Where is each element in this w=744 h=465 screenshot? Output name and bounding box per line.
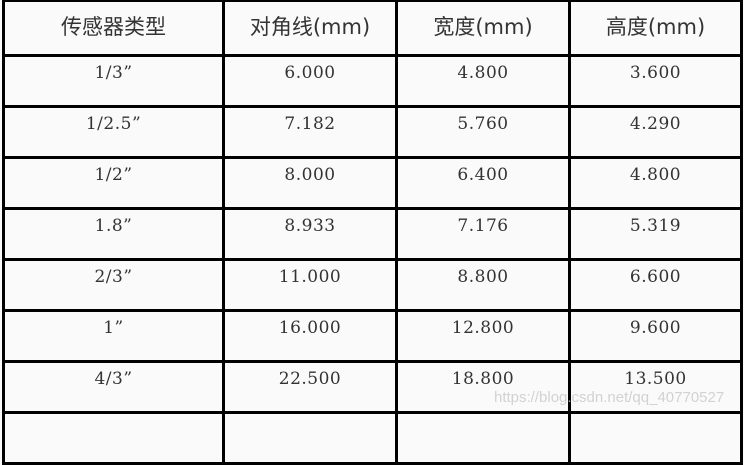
- table-cell: 8.933: [222, 207, 398, 261]
- header-row: 传感器类型 对角线(mm) 宽度(mm) 高度(mm): [2, 0, 743, 57]
- table-row: 1” 16.000 12.800 9.600: [2, 309, 743, 363]
- table-cell: 8.800: [395, 258, 571, 312]
- table-cell: 4.800: [395, 54, 571, 108]
- table-cell: [568, 411, 743, 465]
- table-row: 1/2” 8.000 6.400 4.800: [2, 156, 743, 210]
- table-row: 4/3” 22.500 18.800 13.500: [2, 360, 743, 414]
- table-cell: 1/2.5”: [2, 105, 225, 159]
- table-row: [2, 411, 743, 465]
- table-cell: 11.000: [222, 258, 398, 312]
- table-row: 1/3” 6.000 4.800 3.600: [2, 54, 743, 108]
- table-cell: 6.000: [222, 54, 398, 108]
- table-cell: [2, 411, 225, 465]
- table-cell: 9.600: [568, 309, 743, 363]
- table-cell: 18.800: [395, 360, 571, 414]
- table-cell: 8.000: [222, 156, 398, 210]
- table-cell: 7.182: [222, 105, 398, 159]
- column-header: 对角线(mm): [222, 0, 398, 57]
- table-cell: 4.290: [568, 105, 743, 159]
- table-row: 1.8” 8.933 7.176 5.319: [2, 207, 743, 261]
- watermark: https://blog.csdn.net/qq_40770527: [494, 389, 725, 406]
- table-cell: [222, 411, 398, 465]
- column-header: 传感器类型: [2, 0, 225, 57]
- column-header: 高度(mm): [568, 0, 743, 57]
- table-cell: 1.8”: [2, 207, 225, 261]
- table-cell: 12.800: [395, 309, 571, 363]
- table-cell: 13.500: [568, 360, 743, 414]
- table-row: 1/2.5” 7.182 5.760 4.290: [2, 105, 743, 159]
- table-cell: 1”: [2, 309, 225, 363]
- table-cell: 22.500: [222, 360, 398, 414]
- table-cell: 6.600: [568, 258, 743, 312]
- table-cell: 2/3”: [2, 258, 225, 312]
- column-header: 宽度(mm): [395, 0, 571, 57]
- table-cell: 5.319: [568, 207, 743, 261]
- table-cell: 1/2”: [2, 156, 225, 210]
- table-cell: 4/3”: [2, 360, 225, 414]
- table-cell: 16.000: [222, 309, 398, 363]
- table-cell: 5.760: [395, 105, 571, 159]
- table-cell: 4.800: [568, 156, 743, 210]
- table-cell: 6.400: [395, 156, 571, 210]
- table-cell: 3.600: [568, 54, 743, 108]
- table-cell: 1/3”: [2, 54, 225, 108]
- table-cell: [395, 411, 571, 465]
- table-row: 2/3” 11.000 8.800 6.600: [2, 258, 743, 312]
- table-cell: 7.176: [395, 207, 571, 261]
